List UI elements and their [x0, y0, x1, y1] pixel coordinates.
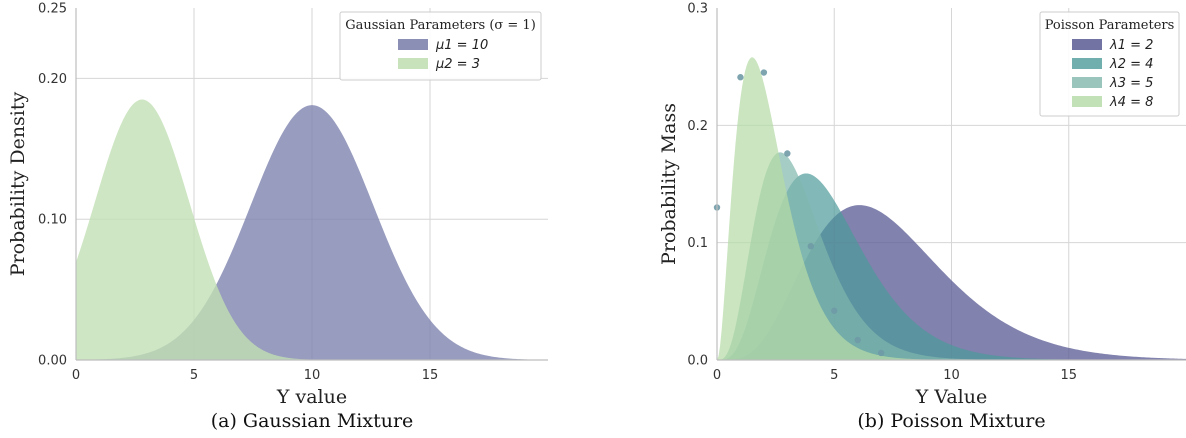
series-area-4: [717, 57, 1186, 360]
legend-swatch-1: [1072, 39, 1102, 50]
legend-title: Gaussian Parameters (σ = 1): [345, 18, 536, 33]
y-tick-label: 0.3: [687, 2, 708, 17]
gaussian-mixture-panel: 0 5 10 15 0.00 0.10 0.20 0.25 Y value Probability…: [7, 2, 548, 432]
legend: Poisson Parameters λ1 = 2 λ2 = 4 λ3 = 5 λ4 =…: [1039, 11, 1180, 117]
legend: Gaussian Parameters (σ = 1) μ1 = 10 μ2 = 3: [339, 11, 542, 81]
y-tick-label: 0.20: [38, 72, 67, 87]
data-point: [737, 74, 744, 81]
y-tick-label: 0.25: [38, 2, 67, 17]
series-area-2: [76, 99, 548, 360]
legend-swatch-1: [398, 39, 428, 50]
poisson-mixture-panel: 0 5 10 15 0.0 0.1 0.2 0.3 Y Value Probability Mas…: [658, 2, 1186, 432]
y-axis-label: Probability Mass: [658, 103, 680, 265]
legend-swatch-3: [1072, 77, 1102, 88]
y-tick-label: 0.1: [687, 236, 708, 251]
legend-swatch-2: [1072, 58, 1102, 69]
legend-label-1: μ1 = 10: [435, 38, 488, 53]
legend-label-4: λ4 = 8: [1109, 95, 1153, 110]
x-tick-label: 5: [830, 368, 838, 383]
panel-caption: (b) Poisson Mixture: [857, 410, 1045, 432]
y-tick-label: 0.10: [38, 213, 67, 228]
series-area-1: [76, 105, 548, 360]
x-tick-label: 5: [190, 368, 198, 383]
legend-box: [339, 11, 542, 81]
series-areas: [76, 99, 548, 360]
y-tick-label: 0.0: [687, 354, 708, 369]
x-tick-label: 0: [72, 368, 80, 383]
x-tick-label: 15: [1060, 368, 1077, 383]
legend-box: [1039, 11, 1180, 117]
panel-caption: (a) Gaussian Mixture: [211, 410, 414, 432]
legend-swatch-4: [1072, 96, 1102, 107]
legend-swatch-2: [398, 58, 428, 69]
legend-title: Poisson Parameters: [1045, 18, 1175, 33]
x-axis-label: Y value: [276, 386, 347, 408]
x-tick-label: 10: [943, 368, 960, 383]
y-tick-label: 0.00: [38, 354, 67, 369]
y-axis-label: Probability Density: [7, 91, 29, 276]
legend-label-1: λ1 = 2: [1109, 38, 1153, 53]
data-point: [784, 150, 791, 157]
data-points: [713, 69, 885, 357]
x-tick-label: 10: [304, 368, 321, 383]
y-tick-label: 0.2: [687, 119, 708, 134]
data-point: [807, 242, 814, 250]
x-axis-label: Y Value: [915, 386, 987, 408]
legend-label-3: λ3 = 5: [1109, 76, 1153, 91]
x-tick-label: 15: [422, 368, 439, 383]
data-point: [760, 69, 768, 76]
data-point: [831, 307, 838, 314]
x-tick-label: 0: [713, 368, 721, 383]
legend-label-2: λ2 = 4: [1109, 57, 1153, 72]
legend-label-2: μ2 = 3: [435, 57, 480, 72]
data-point: [877, 349, 885, 357]
data-point: [854, 336, 861, 344]
